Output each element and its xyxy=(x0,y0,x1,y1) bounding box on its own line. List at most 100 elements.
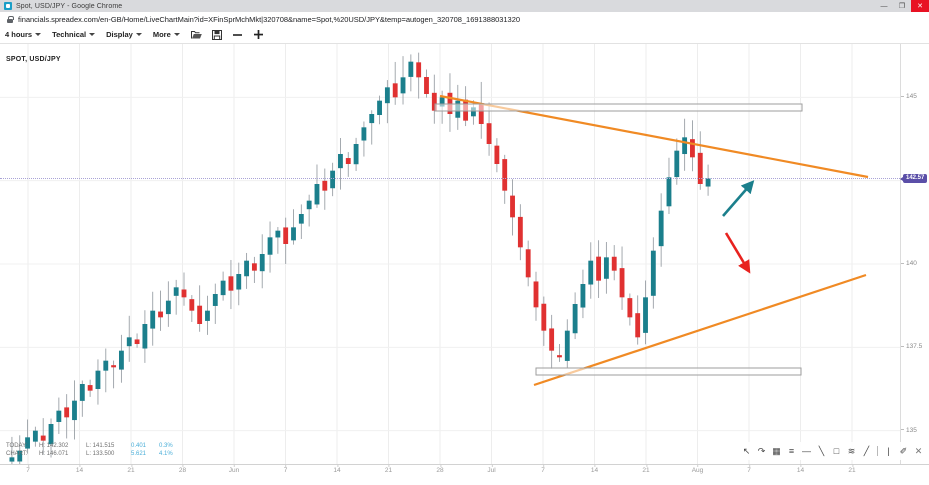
date-axis[interactable]: 7 14 21 28 Jun 7 14 21 28 Jul 7 14 21 Aug 7 14 21 xyxy=(0,464,929,485)
candle-body xyxy=(541,303,547,331)
window-controls: — ❐ ✕ xyxy=(875,0,929,12)
candle-body xyxy=(494,145,500,164)
grid-tool[interactable]: ▦ xyxy=(772,445,781,456)
candle-body xyxy=(439,97,445,107)
date-axis-tick: 21 xyxy=(127,464,135,474)
zoom-in-plus-icon[interactable] xyxy=(253,29,264,40)
candle-body xyxy=(126,337,132,347)
url-text: financials.spreadex.com/en-GB/Home/LiveC… xyxy=(18,14,521,24)
cursor-arrow-tool[interactable]: ↖ xyxy=(742,445,751,456)
lower-ascending-trendline[interactable] xyxy=(533,273,867,387)
candle-body xyxy=(87,385,93,391)
date-axis-tick: 14 xyxy=(590,464,599,474)
candle-body xyxy=(486,123,492,144)
close-button[interactable]: ✕ xyxy=(911,0,929,12)
candle-body xyxy=(361,127,367,141)
current-price-line xyxy=(0,178,900,180)
date-axis-tick: 7 xyxy=(747,464,751,474)
candle-body xyxy=(603,257,609,279)
upper-resistance-zone[interactable] xyxy=(434,103,803,112)
display-menu[interactable]: Display xyxy=(106,30,142,39)
vertical-line-tool[interactable]: | xyxy=(887,446,890,456)
date-axis-tick: 28 xyxy=(178,464,187,474)
candle-body xyxy=(338,154,343,169)
zoom-out-minus-icon[interactable] xyxy=(232,30,243,40)
trendline-tool[interactable]: ╲ xyxy=(818,445,825,456)
date-axis-tick: 21 xyxy=(642,464,650,474)
fib-tool[interactable]: ≡ xyxy=(788,446,795,456)
candle-body xyxy=(510,195,515,218)
date-axis-tick: Jun xyxy=(228,464,240,474)
candle-body xyxy=(369,114,375,124)
horizontal-line-tool[interactable]: — xyxy=(802,446,811,456)
candle-body xyxy=(658,210,664,247)
chart-plot-area[interactable] xyxy=(0,44,900,464)
readout-row-chart: CHART: H: 146.071 L: 133.500 5.621 4.1% xyxy=(6,450,173,458)
candle-body xyxy=(291,227,296,241)
rectangle-tool[interactable]: □ xyxy=(833,446,840,456)
drawing-tools-toolbar[interactable]: ↖ ↷ ▦ ≡ — ╲ □ ≋ ╱ | ✐ ✕ xyxy=(739,442,926,460)
candle-body xyxy=(142,324,148,349)
candle-body xyxy=(251,263,257,271)
candle-body xyxy=(220,280,226,296)
candle-body xyxy=(611,256,617,271)
candle-body xyxy=(48,424,54,445)
chevron-down-icon xyxy=(35,33,42,36)
curve-tool[interactable]: ↷ xyxy=(757,445,766,456)
candle-body xyxy=(470,107,476,117)
candle-body xyxy=(353,144,359,165)
readout-percent: 4.1% xyxy=(159,451,173,457)
readout-low: L: 133.500 xyxy=(86,451,115,457)
price-axis-tick: 140 xyxy=(901,260,917,267)
candle-body xyxy=(150,310,156,329)
candle-body xyxy=(549,328,555,351)
open-folder-icon[interactable] xyxy=(190,30,202,40)
date-axis-tick: 14 xyxy=(333,464,341,474)
pencil-tool[interactable]: ✐ xyxy=(899,445,908,456)
candle-body xyxy=(236,274,242,290)
lower-support-zone[interactable] xyxy=(535,367,802,376)
price-chart-svg xyxy=(0,44,900,464)
bearish-arrow[interactable] xyxy=(724,232,751,274)
more-menu-label: More xyxy=(152,30,171,39)
candle-body xyxy=(173,287,179,296)
delete-tool[interactable]: ✕ xyxy=(914,445,923,456)
candle-body xyxy=(228,276,234,291)
chevron-down-icon xyxy=(135,33,142,36)
chart-toolbar: 4 hours Technical Display More xyxy=(0,26,929,44)
candle-body xyxy=(79,384,85,401)
candle-body xyxy=(205,310,210,321)
more-menu[interactable]: More xyxy=(153,30,180,39)
date-axis-tick: 21 xyxy=(848,464,856,474)
candle-body xyxy=(705,178,711,187)
candle-body xyxy=(17,450,23,462)
candle-body xyxy=(103,360,109,371)
save-disk-icon[interactable] xyxy=(211,29,222,40)
lock-icon xyxy=(7,15,14,23)
candle-body xyxy=(580,284,586,308)
candle-body xyxy=(447,92,453,114)
candle-body xyxy=(165,300,171,315)
browser-address-bar[interactable]: financials.spreadex.com/en-GB/Home/LiveC… xyxy=(0,12,929,27)
chart-container[interactable]: SPOT, USD/JPY 145142.5140137.5135142.57 … xyxy=(0,44,929,484)
candle-body xyxy=(345,158,351,164)
timeframe-menu[interactable]: 4 hours xyxy=(5,30,42,39)
readout-row-today: TODAY: H: 142.302 L: 141.515 0.401 0.3% xyxy=(6,442,173,450)
bullish-arrow[interactable] xyxy=(722,180,755,217)
readout-label: CHART: xyxy=(6,451,28,457)
candle-body xyxy=(267,237,273,255)
readout-low: L: 141.515 xyxy=(86,443,115,449)
maximize-button[interactable]: ❐ xyxy=(898,2,906,10)
minimize-button[interactable]: — xyxy=(880,2,888,10)
ray-tool[interactable]: ╱ xyxy=(863,445,870,456)
readout-percent: 0.3% xyxy=(159,443,173,449)
candle-body xyxy=(72,400,77,421)
candlestick-series xyxy=(9,52,711,464)
candle-body xyxy=(682,137,688,155)
candle-body xyxy=(40,435,46,441)
text-tool[interactable]: ≋ xyxy=(847,445,856,456)
technical-menu[interactable]: Technical xyxy=(52,30,96,39)
candle-body xyxy=(572,304,578,334)
